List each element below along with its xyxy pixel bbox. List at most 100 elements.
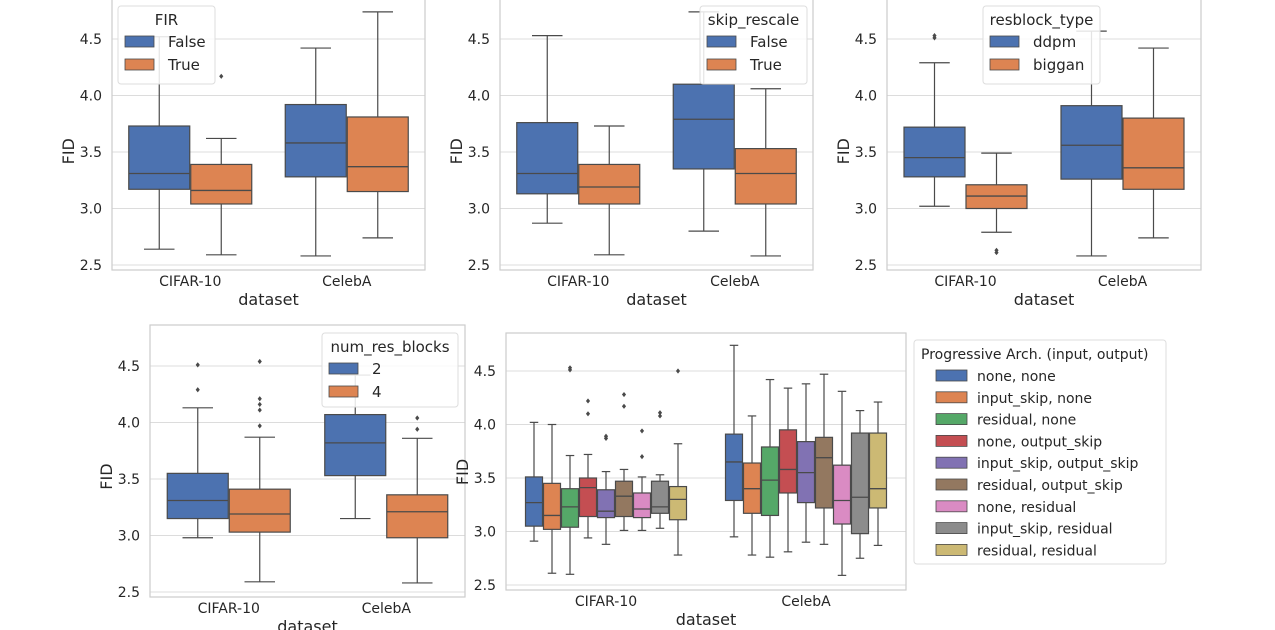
box-1-5: [814, 373, 834, 545]
x-axis-label: dataset: [238, 290, 299, 309]
box-1-0: [724, 344, 744, 538]
box-body: [672, 83, 735, 170]
y-tick-label: 2.5: [118, 585, 140, 601]
outlier-point: [257, 358, 262, 365]
y-tick-label: 2.5: [80, 258, 102, 274]
x-tick-label: CIFAR-10: [159, 274, 221, 290]
legend-swatch: [989, 58, 1020, 71]
box-1-0: [1060, 30, 1123, 257]
box-layer: [524, 344, 888, 576]
box-body: [734, 148, 797, 205]
box-body: [578, 163, 641, 205]
y-tick-label: 4.5: [80, 32, 102, 48]
legend-entry: none, residual: [977, 500, 1076, 516]
box-0-2: [560, 365, 580, 575]
box-0-5: [614, 391, 634, 532]
box-body: [850, 432, 870, 535]
y-tick-label: 4.5: [118, 359, 140, 375]
y-tick-label: 4.0: [474, 418, 496, 434]
box-body: [650, 480, 670, 514]
legend: Progressive Arch. (input, output) none, n…: [913, 339, 1167, 565]
chart-panel-2: 2.5 3.0 3.5 4.0 4.5 dataset FID CIFAR-10 CelebA s…: [447, 0, 814, 309]
plot-frame: [149, 324, 466, 598]
box-body: [166, 472, 229, 520]
legend-entry: residual, output_skip: [977, 478, 1123, 494]
box-body: [578, 477, 598, 518]
x-tick-label: CelebA: [781, 594, 831, 610]
legend-title: num_res_blocks: [330, 338, 449, 357]
plot-frame: [499, 0, 814, 271]
outlier-point: [621, 391, 627, 398]
box-0-6: [632, 428, 652, 532]
legend: skip_rescale False True: [699, 5, 808, 85]
box-body: [516, 122, 579, 195]
outlier-point: [621, 403, 627, 409]
box-layer: [128, 11, 409, 257]
box-0-1: [190, 73, 253, 256]
y-axis-label: FID: [59, 138, 78, 164]
legend-frame: [913, 339, 1167, 565]
chart-panel-4: 2.5 3.0 3.5 4.0 4.5 dataset FID CIFAR-10 CelebA n…: [97, 324, 466, 630]
box-0-0: [524, 421, 544, 542]
box-body: [778, 429, 798, 494]
box-body: [632, 492, 652, 519]
box-0-1: [542, 423, 562, 574]
box-layer: [903, 30, 1185, 257]
legend-swatch: [935, 544, 968, 556]
legend-title: Progressive Arch. (input, output): [921, 347, 1149, 363]
box-1-1: [734, 88, 797, 257]
y-tick-label: 2.5: [468, 258, 490, 274]
legend-swatch: [935, 500, 968, 513]
legend-swatch: [935, 478, 968, 491]
legend-swatch: [989, 35, 1020, 48]
outlier-point: [195, 387, 200, 393]
plot-frame: [886, 0, 1202, 271]
box-0-0: [166, 362, 229, 539]
box-1-0: [284, 47, 347, 257]
y-axis-label: FID: [97, 463, 116, 489]
box-1-7: [850, 409, 870, 559]
legend-swatch: [935, 456, 968, 469]
x-tick-label: CIFAR-10: [575, 594, 637, 610]
y-tick-label: 4.0: [468, 89, 490, 105]
box-body: [524, 476, 544, 527]
box-body: [868, 432, 888, 509]
box-1-3: [778, 387, 798, 553]
legend-entry: ddpm: [1033, 33, 1076, 51]
box-1-0: [672, 11, 735, 232]
box-body: [724, 433, 744, 502]
outlier-point: [675, 368, 681, 374]
legend-entry: none, none: [977, 369, 1056, 385]
outlier-point: [257, 407, 262, 413]
box-body: [542, 482, 562, 530]
box-0-1: [578, 125, 641, 256]
box-body: [190, 163, 253, 205]
box-1-8: [868, 401, 888, 547]
outlier-point: [657, 410, 663, 416]
legend-entry: False: [168, 33, 206, 51]
y-tick-label: 3.0: [474, 525, 496, 541]
x-axis-label: dataset: [1014, 290, 1075, 309]
y-axis-label: FID: [834, 138, 853, 164]
box-body: [814, 436, 834, 509]
box-body: [614, 480, 634, 518]
box-body: [386, 494, 449, 539]
legend-entry: True: [167, 56, 200, 74]
box-body: [346, 116, 409, 193]
y-tick-label: 3.5: [118, 472, 140, 488]
legend-entry: residual, none: [977, 413, 1076, 429]
outlier-point: [257, 401, 262, 408]
box-body: [560, 488, 580, 528]
outlier-point: [932, 33, 937, 39]
x-axis-label: dataset: [626, 290, 687, 309]
x-tick-label: CelebA: [322, 274, 372, 290]
y-axis-label: FID: [447, 138, 466, 164]
box-0-4: [596, 433, 616, 545]
y-tick-label: 3.0: [118, 529, 140, 545]
legend-swatch: [124, 35, 155, 48]
box-0-1: [965, 152, 1028, 256]
x-tick-label: CelebA: [710, 274, 760, 290]
legend-swatch: [935, 391, 968, 404]
box-0-3: [578, 398, 598, 539]
